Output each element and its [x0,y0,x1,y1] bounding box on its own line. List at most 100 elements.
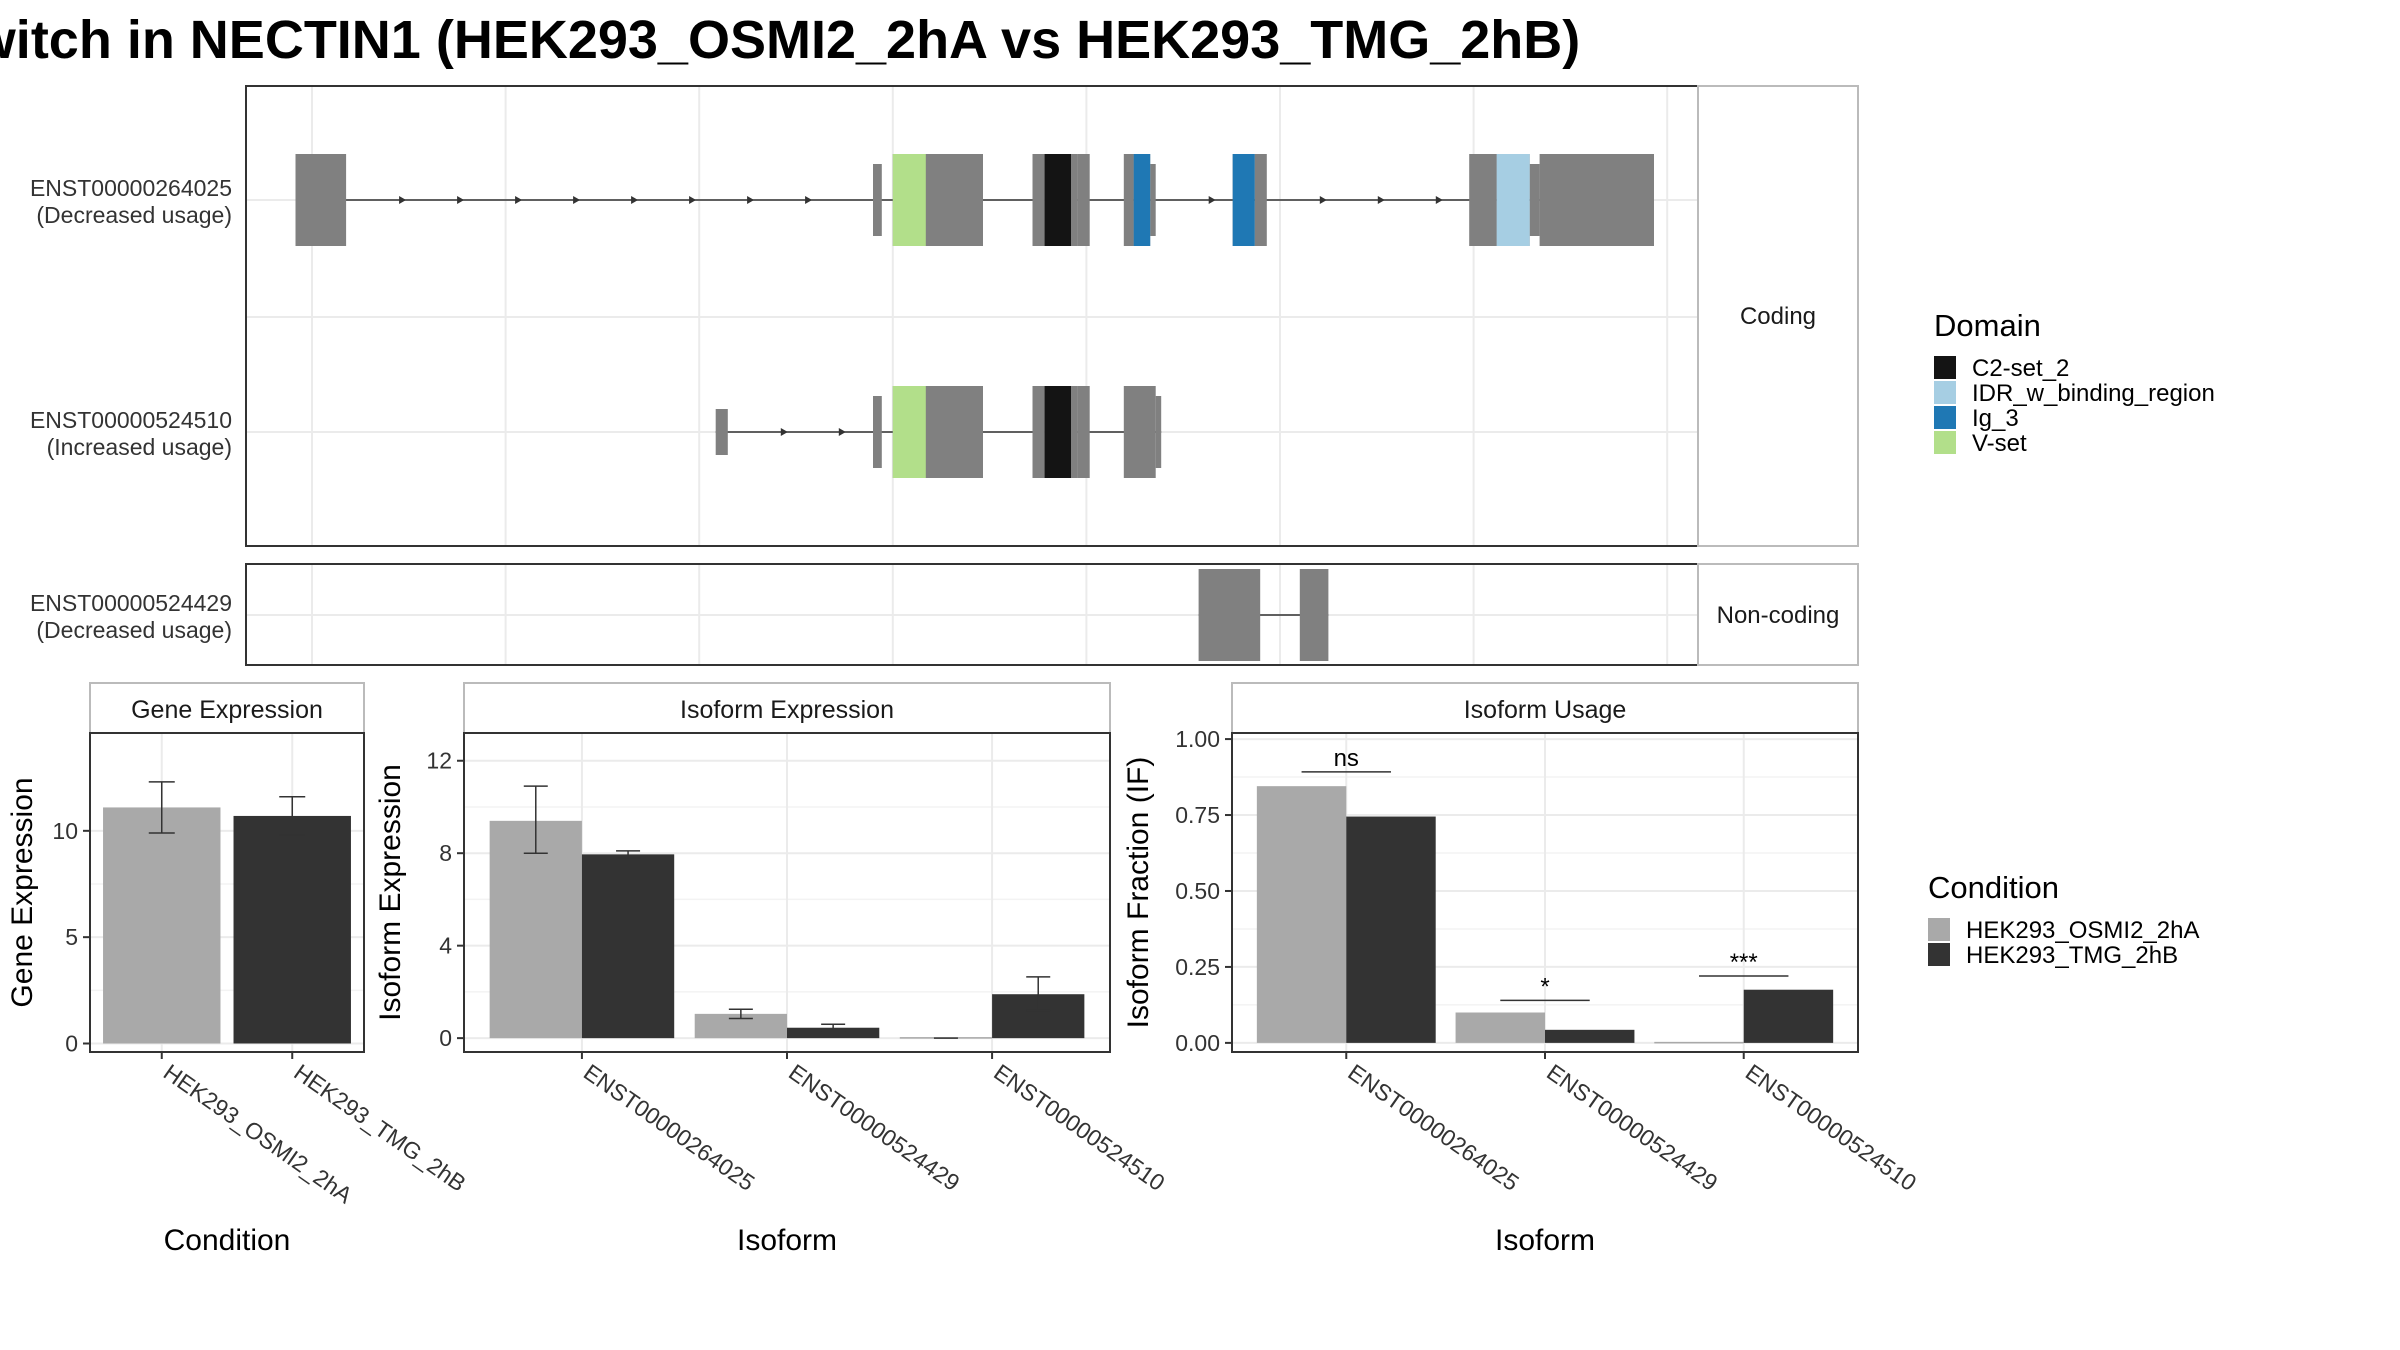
direction-arrow [457,196,465,204]
plot-border [89,732,365,1053]
exon [1539,154,1654,246]
direction-arrow [780,428,788,436]
facet-strip [89,682,365,734]
legend-key-Ig_3 [1934,406,1956,429]
y-axis-title: Isoform Expression [374,764,407,1021]
exon [1254,154,1267,246]
legend-label: C2-set_2 [1972,355,2069,382]
significance-label: * [1540,973,1549,1000]
exon [1032,154,1045,246]
significance-label: ns [1334,745,1359,772]
figure-title: The isoform switch in NECTIN1 (HEK293_OS… [0,10,1580,70]
y-tick-label: 0 [439,1025,452,1051]
panel-isoform-usage: Isoform Usage0.000.250.500.751.00ns****E… [1122,682,1921,1257]
direction-arrow [1208,196,1216,204]
facet-strip [463,682,1111,734]
bar [1256,786,1347,1043]
panel-title: Isoform Usage [1464,696,1627,724]
domain-V-set [892,154,926,246]
x-tick-label: ENST00000524429 [1542,1059,1722,1196]
exon [1529,164,1540,236]
x-axis-title: Isoform [737,1224,837,1257]
exon [1155,396,1162,468]
transcript-usage-note: (Increased usage) [47,434,232,460]
transcript-usage-note: (Decreased usage) [36,202,232,228]
y-axis-title: Isoform Fraction (IF) [1122,757,1155,1029]
transcript-label: ENST00000524510 [30,407,232,433]
bar [1455,1012,1545,1043]
exon [966,154,983,246]
condition-legend-title: Condition [1928,870,2059,905]
bar [233,815,351,1044]
y-tick-label: 0.50 [1175,878,1220,904]
legend-label: V-set [1972,430,2027,457]
transcript-label: ENST00000524429 [30,590,232,616]
transcript-ENST00000264025 [295,154,1654,246]
legends: Domain C2-set_2IDR_w_binding_regionIg_3V-… [1928,308,2215,969]
exon [1469,154,1497,246]
direction-arrow [515,196,523,204]
transcript-ENST00000524510 [715,386,1162,478]
legend-label: IDR_w_binding_region [1972,380,2215,407]
direction-arrow [805,196,813,204]
bar [787,1027,880,1039]
y-tick-label: 0.25 [1175,954,1220,980]
transcript-label: ENST00000264025 [30,175,232,201]
legend-label: HEK293_OSMI2_2hA [1966,917,2199,944]
exon [1299,569,1329,661]
legend-label: Ig_3 [1972,405,2019,432]
legend-key-condition [1928,918,1950,941]
x-tick-label: ENST00000524510 [1741,1059,1921,1196]
bar [1545,1029,1635,1043]
legend-key-IDR_w_binding_region [1934,381,1956,404]
exon [1123,386,1156,478]
significance-label: *** [1730,949,1758,976]
domain-legend-title: Domain [1934,308,2041,343]
domain-IDR_w_binding_region [1496,154,1530,246]
y-tick-label: 0.00 [1175,1030,1220,1056]
direction-arrow [1377,196,1385,204]
direction-arrow [838,428,846,436]
transcript-ENST00000524429 [1198,569,1329,661]
domain-C2-set_2 [1044,386,1071,478]
exon [1077,154,1090,246]
facet-strip [1231,682,1859,734]
y-tick-label: 8 [439,840,452,866]
bar [489,820,582,1039]
domain-C2-set_2 [1044,154,1071,246]
exon [295,154,347,246]
bar [1346,816,1436,1043]
panel-title: Isoform Expression [680,696,894,724]
exon [1123,154,1134,246]
y-tick-label: 0.75 [1175,802,1220,828]
x-axis-title: Condition [164,1224,291,1257]
facet-label-noncoding: Non-coding [1717,602,1840,629]
exon [1032,386,1045,478]
legend-key-C2-set_2 [1934,356,1956,379]
direction-arrow [689,196,697,204]
y-tick-label: 4 [439,933,452,959]
direction-arrow [573,196,581,204]
bar [1654,1041,1744,1044]
exon [873,164,882,236]
facet-strip-noncoding [1697,563,1859,666]
y-tick-label: 1.00 [1175,726,1220,752]
y-axis-title: Gene Expression [6,777,39,1007]
transcript-usage-note: (Decreased usage) [36,617,232,643]
direction-arrow [399,196,407,204]
bar [581,854,675,1039]
y-tick-label: 10 [52,818,78,844]
domain-Ig_3 [1133,154,1151,246]
x-tick-label: ENST00000524510 [989,1059,1169,1196]
bar-chart-panels: Gene Expression0510HEK293_OSMI2_2hAHEK29… [6,682,1921,1257]
exon [966,386,983,478]
exon [715,409,728,455]
domain-Ig_3 [1232,154,1255,246]
x-axis-title: Isoform [1495,1224,1595,1257]
x-tick-label: ENST00000264025 [1343,1059,1523,1196]
panel-gene-expression: Gene Expression0510HEK293_OSMI2_2hAHEK29… [6,682,471,1257]
panel-title: Gene Expression [131,696,323,724]
bar [103,807,221,1044]
direction-arrow [631,196,639,204]
